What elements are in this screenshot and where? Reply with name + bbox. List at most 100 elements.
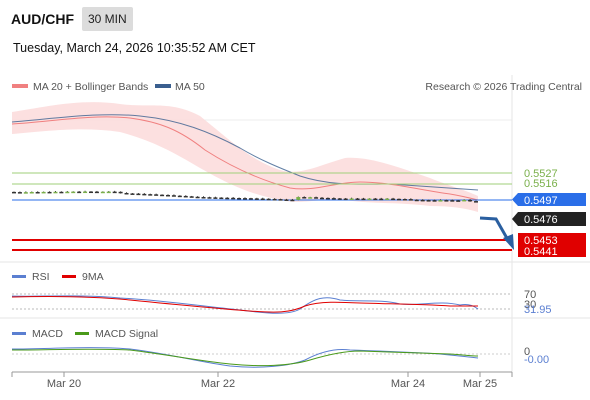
candle-body xyxy=(296,197,301,200)
rsi-9ma-legend-label: 9MA xyxy=(82,271,104,283)
candle-body xyxy=(314,197,319,199)
candle-body xyxy=(290,199,295,202)
candle-body xyxy=(207,197,212,199)
timeframe-badge[interactable]: 30 MIN xyxy=(82,7,133,31)
candle-body xyxy=(325,197,330,200)
macd-legend-label: MACD xyxy=(32,328,63,340)
candle-body xyxy=(201,197,206,199)
candle-body xyxy=(420,199,425,202)
bollinger-band xyxy=(12,102,478,212)
candle-body xyxy=(397,198,401,201)
rsi-label-70: 70 xyxy=(524,289,536,301)
candle-body xyxy=(225,197,230,200)
x-label-0: Mar 20 xyxy=(47,378,81,390)
candle-body xyxy=(136,193,141,196)
candle-body xyxy=(331,198,336,200)
candle-body xyxy=(468,199,473,202)
level-label-2: 0.5497 xyxy=(524,195,558,207)
candles xyxy=(12,190,478,203)
candle-body xyxy=(29,191,34,194)
candle-body xyxy=(361,198,366,201)
rsi-9ma-line xyxy=(11,295,478,313)
x-axis: Mar 20 Mar 22 Mar 24 Mar 25 xyxy=(11,372,513,390)
candle-body xyxy=(35,191,40,194)
candle-body xyxy=(106,191,111,194)
candle-body xyxy=(367,198,372,201)
level-label-5: 0.5441 xyxy=(524,246,558,258)
candle-body xyxy=(154,194,159,196)
candle-body xyxy=(47,191,52,194)
candle-body xyxy=(65,191,70,194)
datetime-label: Tuesday, March 24, 2026 10:35:52 AM CET xyxy=(13,41,256,55)
candle-body xyxy=(462,199,467,202)
ma20-legend-swatch xyxy=(12,84,28,88)
rsi-last-label: 31.95 xyxy=(524,304,552,316)
candle-body xyxy=(302,197,307,199)
x-label-2: Mar 24 xyxy=(391,378,425,390)
ma50-legend-label: MA 50 xyxy=(175,81,205,93)
candle-body xyxy=(213,197,218,199)
candle-body xyxy=(59,191,64,194)
candle-body xyxy=(17,192,22,194)
pivot-tag xyxy=(512,193,586,206)
candle-body xyxy=(308,197,313,199)
candle-body xyxy=(83,191,88,194)
x-label-3: Mar 25 xyxy=(463,378,497,390)
candle-body xyxy=(177,195,182,198)
candle-body xyxy=(112,191,117,194)
candle-body xyxy=(385,198,390,201)
candle-body xyxy=(171,195,176,197)
macd-signal-line xyxy=(11,348,479,367)
x-label-1: Mar 22 xyxy=(201,378,235,390)
candle-body xyxy=(100,191,105,194)
candle-body xyxy=(373,198,378,201)
candle-body xyxy=(243,198,247,200)
macd-last-label: -0.00 xyxy=(524,354,549,366)
candle-body xyxy=(408,199,413,201)
macd-line xyxy=(11,347,479,368)
candle-body xyxy=(254,198,259,200)
candle-body xyxy=(432,200,437,202)
candle-body xyxy=(278,199,283,201)
candle-body xyxy=(237,198,242,200)
candle-body xyxy=(379,198,384,201)
macd-legend: MACD MACD Signal xyxy=(12,328,158,340)
candle-body xyxy=(414,199,419,202)
candle-body xyxy=(189,196,194,198)
candle-body xyxy=(231,197,236,200)
candle-body xyxy=(260,198,265,201)
candle-body xyxy=(124,192,129,195)
forecast-arrow-head xyxy=(503,234,514,250)
candle-body xyxy=(142,193,147,196)
candle-body xyxy=(23,192,28,194)
copyright-label: Research © 2026 Trading Central xyxy=(425,81,582,93)
forecast-arrow xyxy=(479,216,510,241)
rsi-line xyxy=(11,295,479,314)
candle-body xyxy=(248,198,253,200)
rsi-label-30: 30 xyxy=(524,299,536,311)
candle-body xyxy=(41,191,46,194)
candle-body xyxy=(89,191,93,194)
candle-body xyxy=(426,200,431,202)
ma20-line xyxy=(11,116,479,201)
candle-body xyxy=(94,191,99,194)
last-price-tag xyxy=(512,212,586,226)
candle-body xyxy=(53,191,58,194)
rsi-9ma-legend-swatch xyxy=(62,275,76,278)
candle-body xyxy=(355,198,360,200)
target-tags xyxy=(518,233,586,257)
level-label-3: 0.5476 xyxy=(524,214,558,226)
symbol-title: AUD/CHF xyxy=(11,11,74,27)
macd-signal-legend-swatch xyxy=(75,332,89,335)
candle-body xyxy=(337,198,342,200)
candle-body xyxy=(272,198,277,201)
candle-body xyxy=(320,197,324,200)
candle-body xyxy=(343,198,348,201)
candle-body xyxy=(266,198,271,201)
level-label-1: 0.5516 xyxy=(524,178,558,190)
candle-body xyxy=(12,191,16,194)
candle-body xyxy=(349,198,354,200)
ma50-legend-swatch xyxy=(155,84,171,88)
rsi-legend: RSI 9MA xyxy=(12,271,104,283)
